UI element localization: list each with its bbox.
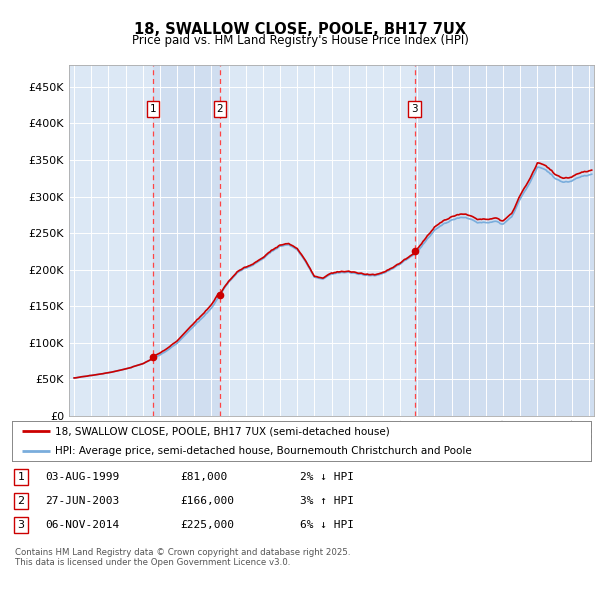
Text: £166,000: £166,000: [180, 496, 234, 506]
Text: 18, SWALLOW CLOSE, POOLE, BH17 7UX: 18, SWALLOW CLOSE, POOLE, BH17 7UX: [134, 22, 466, 37]
Bar: [415, 65, 594, 416]
Text: HPI: Average price, semi-detached house, Bournemouth Christchurch and Poole: HPI: Average price, semi-detached house,…: [55, 447, 472, 456]
Text: Contains HM Land Registry data © Crown copyright and database right 2025.
This d: Contains HM Land Registry data © Crown c…: [15, 548, 350, 567]
Text: 3: 3: [412, 104, 418, 114]
Text: 2: 2: [17, 496, 25, 506]
Bar: [153, 65, 220, 416]
Text: 03-AUG-1999: 03-AUG-1999: [45, 472, 119, 481]
Text: 1: 1: [149, 104, 156, 114]
Text: £81,000: £81,000: [180, 472, 227, 481]
Text: 18, SWALLOW CLOSE, POOLE, BH17 7UX (semi-detached house): 18, SWALLOW CLOSE, POOLE, BH17 7UX (semi…: [55, 427, 390, 436]
Text: £225,000: £225,000: [180, 520, 234, 530]
Text: 2% ↓ HPI: 2% ↓ HPI: [300, 472, 354, 481]
Text: 2: 2: [217, 104, 223, 114]
Text: 06-NOV-2014: 06-NOV-2014: [45, 520, 119, 530]
Text: 3: 3: [17, 520, 25, 530]
Text: 6% ↓ HPI: 6% ↓ HPI: [300, 520, 354, 530]
Text: 27-JUN-2003: 27-JUN-2003: [45, 496, 119, 506]
Text: 3% ↑ HPI: 3% ↑ HPI: [300, 496, 354, 506]
Text: 1: 1: [17, 472, 25, 481]
Text: Price paid vs. HM Land Registry's House Price Index (HPI): Price paid vs. HM Land Registry's House …: [131, 34, 469, 47]
